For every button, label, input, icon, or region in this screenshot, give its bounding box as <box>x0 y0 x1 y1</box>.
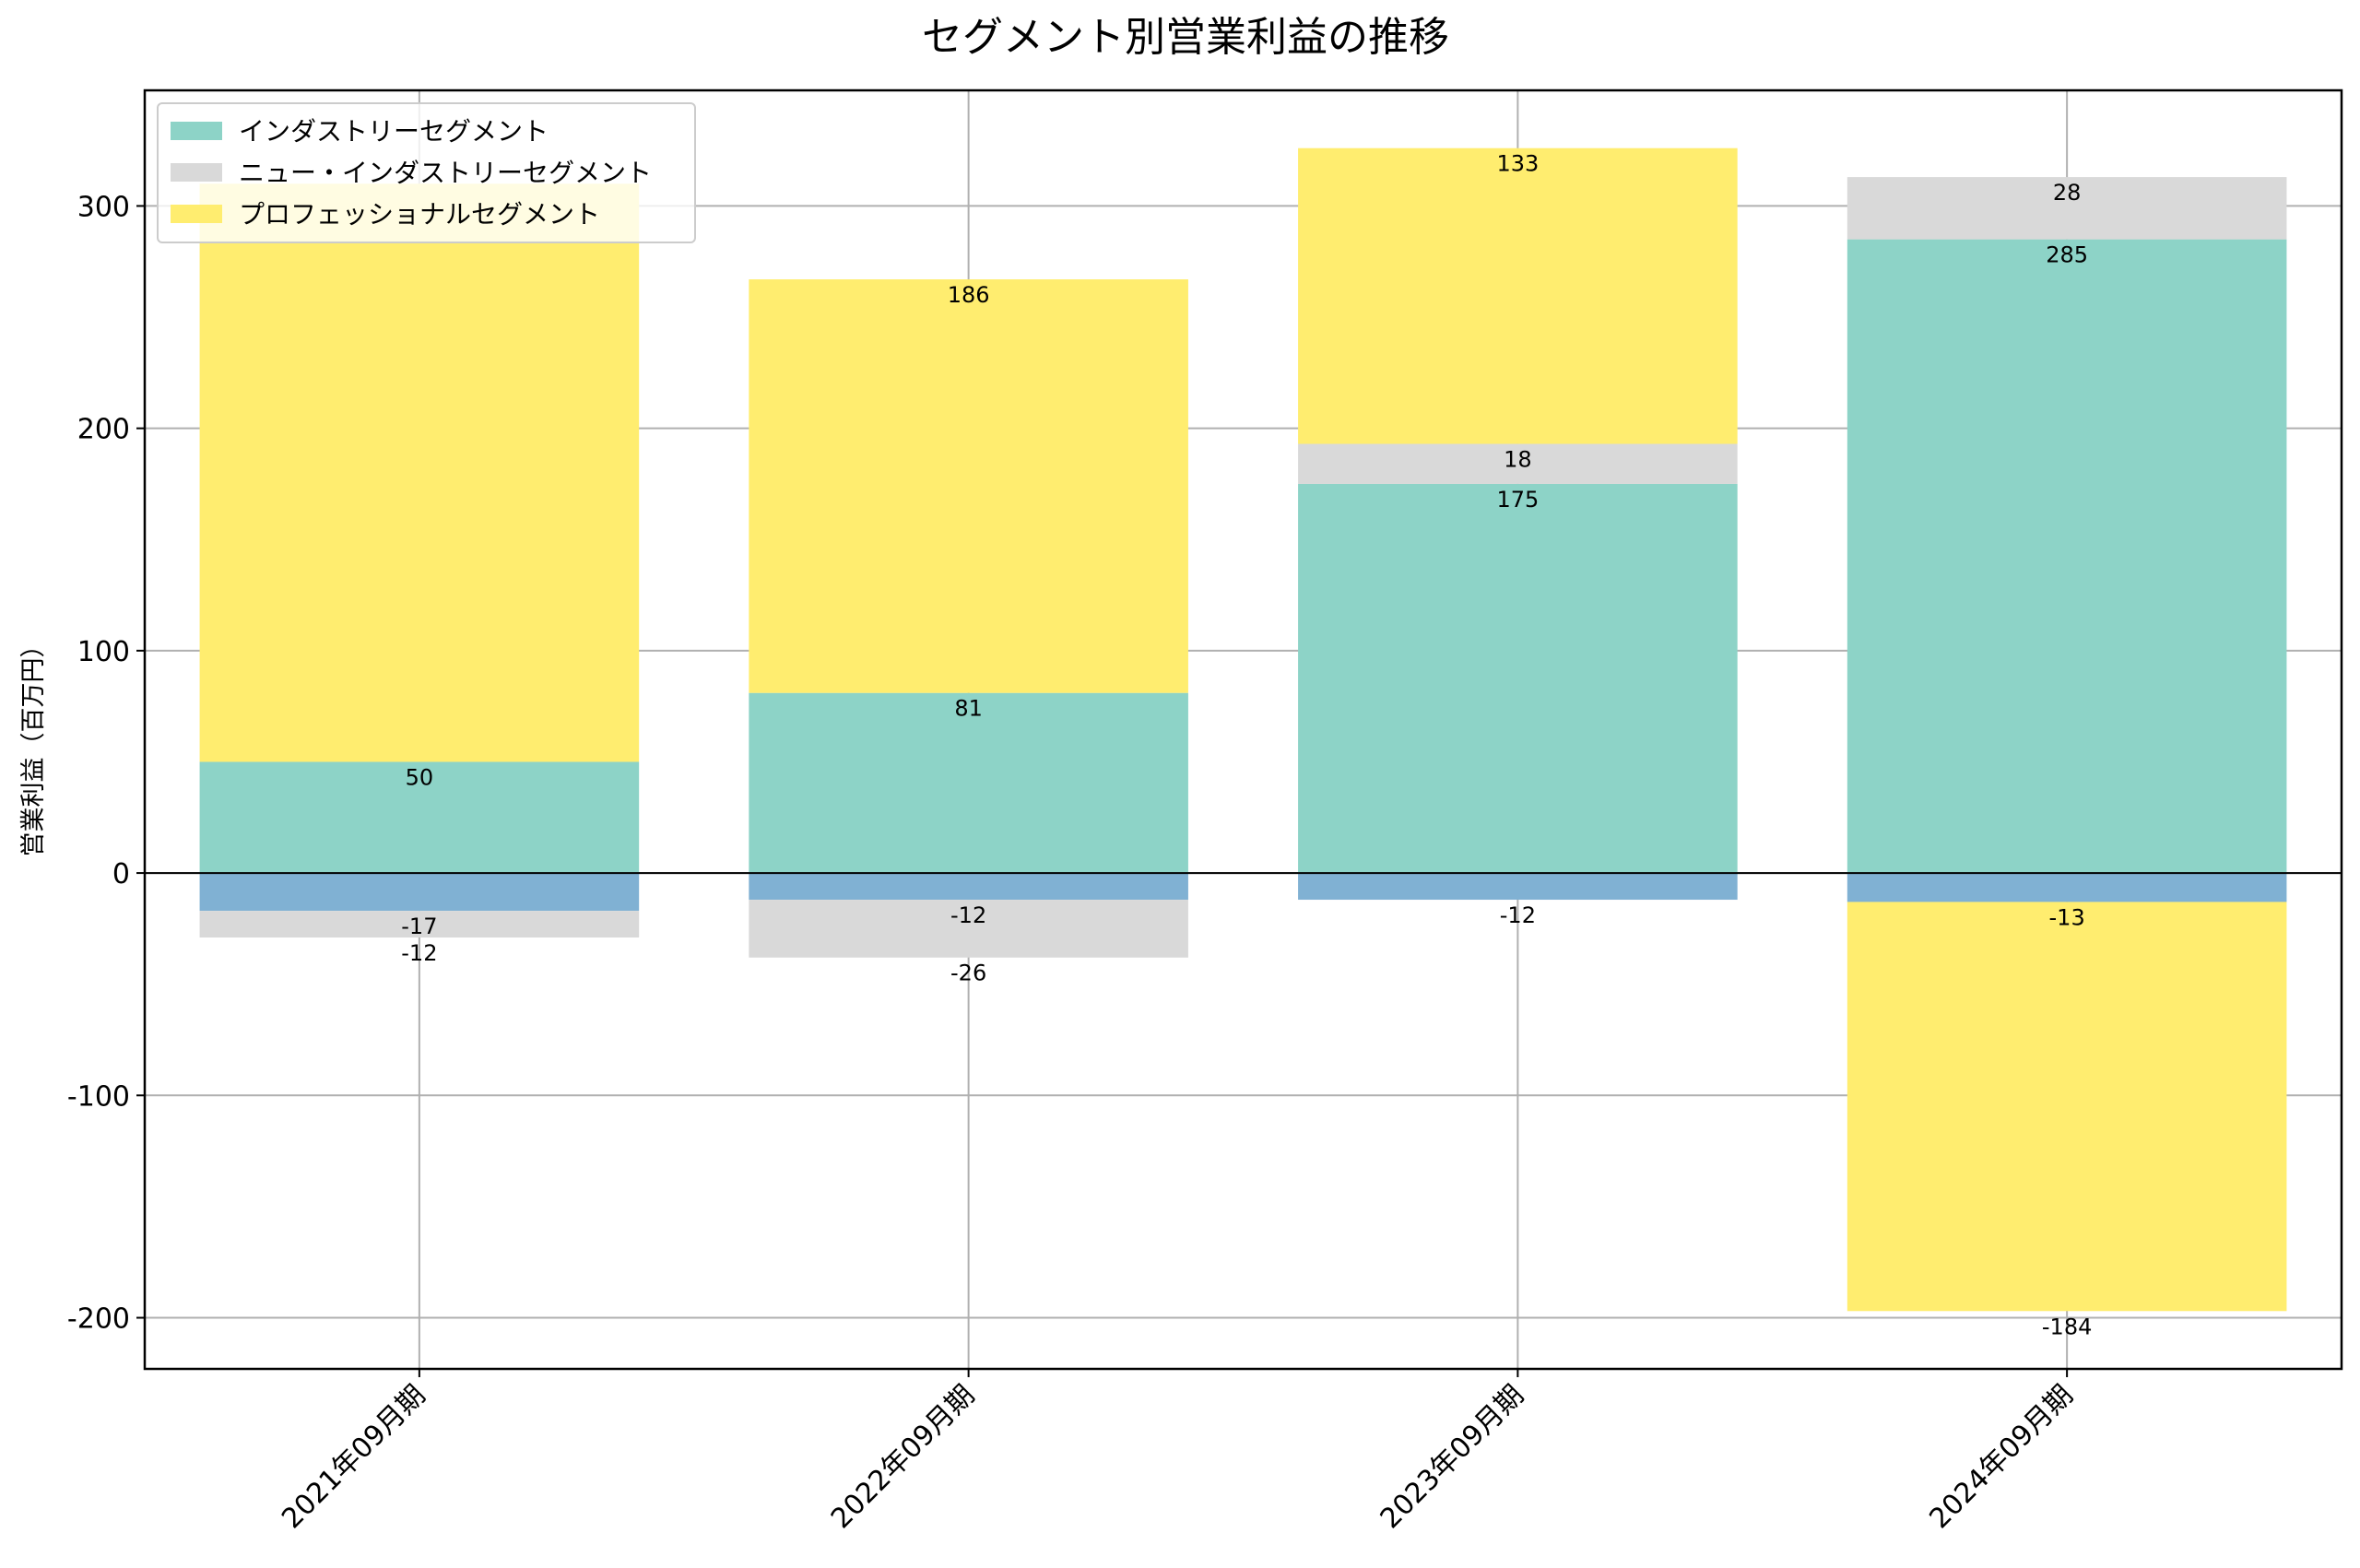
bar-segment <box>199 911 640 938</box>
bar-segment <box>1847 873 2287 902</box>
bar-segment <box>199 761 640 874</box>
bar-value-label: 285 <box>2046 242 2088 268</box>
bar-value-label: 133 <box>1496 151 1539 177</box>
legend-label: ニュー・インダストリーセグメント <box>239 158 652 188</box>
bar-value-label: 28 <box>2053 180 2082 206</box>
bar-segment <box>749 279 1188 693</box>
legend: インダストリーセグメントニュー・インダストリーセグメントプロフェッショナルセグメ… <box>157 102 696 243</box>
legend-swatch <box>171 122 222 140</box>
chart-title: セグメント別営業利益の推移 <box>922 14 1449 61</box>
y-tick-label: 100 <box>77 636 130 668</box>
bar-segment <box>1298 147 1738 444</box>
bar-value-label: -184 <box>2042 1314 2092 1339</box>
y-axis-label: 営業利益（百万円） <box>19 633 48 857</box>
y-tick-label: -100 <box>67 1080 130 1113</box>
bar-value-label: -12 <box>1500 902 1536 928</box>
y-tick-label: 300 <box>77 191 130 223</box>
bar-value-label: 50 <box>406 764 434 790</box>
legend-box <box>157 102 696 243</box>
bar-value-label: 186 <box>948 282 990 308</box>
bar-segment <box>749 900 1188 958</box>
bar-segment <box>749 873 1188 901</box>
legend-label: プロフェッショナルセグメント <box>239 199 600 230</box>
bar-segment <box>749 692 1188 874</box>
bar-value-label: -12 <box>401 940 437 966</box>
y-tick-label: -200 <box>67 1303 130 1336</box>
legend-swatch <box>171 163 222 182</box>
bar-segment <box>1298 443 1738 484</box>
bar-value-label: 18 <box>1504 447 1532 473</box>
legend-label: インダストリーセグメント <box>239 116 549 147</box>
bar-segment <box>1298 873 1738 901</box>
bar-value-label: -17 <box>401 914 437 939</box>
bars <box>199 147 2287 1312</box>
y-tick-label: 0 <box>112 858 130 890</box>
bar-segment <box>1847 177 2287 240</box>
bar-segment <box>1298 483 1738 874</box>
bar-value-label: -13 <box>2049 904 2085 930</box>
plot-frame <box>143 88 2343 1371</box>
legend-swatch <box>171 205 222 223</box>
bar-value-label: -26 <box>950 961 986 986</box>
y-tick-label: 200 <box>77 414 130 446</box>
bar-segment <box>1847 902 2287 1312</box>
bar-value-label: 175 <box>1496 487 1539 513</box>
bar-value-label: 81 <box>954 696 983 722</box>
bar-segment <box>199 873 640 912</box>
bar-value-label: -12 <box>950 902 986 928</box>
bar-segment <box>1847 239 2287 874</box>
bar-segment <box>199 183 640 762</box>
